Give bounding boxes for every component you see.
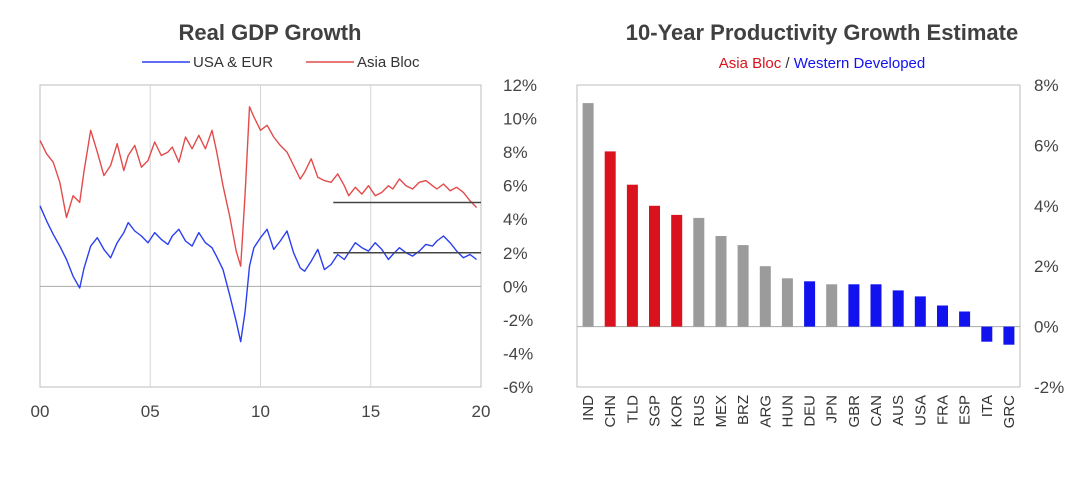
bar-chn <box>604 151 616 327</box>
category-label-kor: KOR <box>669 395 686 428</box>
gdp-y-tick-label: 8% <box>503 143 528 162</box>
gdp-y-tick-label: 0% <box>503 277 528 296</box>
productivity-plot-frame <box>576 84 1021 388</box>
gdp-x-tick-label: 10 <box>251 402 270 421</box>
category-label-ind: IND <box>580 395 597 421</box>
bar-sgp <box>649 205 660 327</box>
productivity-y-tick-label: -2% <box>1034 378 1064 397</box>
bar-jpn <box>826 284 838 327</box>
category-label-sgp: SGP <box>647 395 664 427</box>
productivity-y-tick-label: 0% <box>1034 318 1059 337</box>
gdp-y-tick-label: 2% <box>503 244 528 263</box>
gdp-gridlines <box>40 85 481 387</box>
category-label-mex: MEX <box>713 395 730 428</box>
legend-label-asia-bloc: Asia Bloc <box>357 54 420 71</box>
gdp-series-usa-eur <box>39 205 478 343</box>
gdp-x-tick-label: 20 <box>472 402 491 421</box>
category-label-gbr: GBR <box>846 395 863 428</box>
category-label-fra: FRA <box>935 395 952 425</box>
category-label-can: CAN <box>868 395 885 427</box>
category-label-brz: BRZ <box>735 395 752 425</box>
category-label-chn: CHN <box>602 395 619 428</box>
bar-mex <box>715 236 727 327</box>
gdp-legend: USA & EUR Asia Bloc <box>142 54 420 71</box>
subtitle-western-developed: Western Developed <box>794 55 925 72</box>
category-label-usa: USA <box>912 395 929 426</box>
category-label-aus: AUS <box>890 395 907 426</box>
category-label-ita: ITA <box>979 395 996 417</box>
gdp-growth-chart: Real GDP Growth USA & EUR Asia Bloc 12%1… <box>31 20 537 421</box>
bar-grc <box>1003 326 1015 345</box>
category-label-deu: DEU <box>802 395 819 427</box>
bar-arg <box>759 266 771 327</box>
gdp-y-tick-label: -2% <box>503 311 533 330</box>
subtitle-separator: / <box>781 55 794 72</box>
gdp-x-tick-label: 00 <box>31 402 50 421</box>
bar-esp <box>959 311 971 327</box>
category-label-tld: TLD <box>624 395 641 424</box>
gdp-y-tick-label: -6% <box>503 378 533 397</box>
productivity-y-tick-label: 4% <box>1034 197 1059 216</box>
productivity-y-tick-label: 8% <box>1034 76 1059 95</box>
gdp-y-tick-label: 4% <box>503 210 528 229</box>
productivity-category-labels: IND CHN TLD SGP KOR RUS MEX BRZ ARG HUN DEU JPN GBR C… <box>580 395 1018 429</box>
category-label-hun: HUN <box>779 395 796 428</box>
bar-rus <box>693 217 705 327</box>
productivity-chart: 10-Year Productivity Growth Estimate Asi… <box>576 20 1064 429</box>
gdp-y-tick-label: 12% <box>503 76 537 95</box>
gdp-series-asia-bloc <box>39 106 478 267</box>
bar-deu <box>804 281 816 327</box>
category-label-rus: RUS <box>691 395 708 427</box>
category-label-jpn: JPN <box>824 395 841 423</box>
bar-usa <box>914 296 926 327</box>
productivity-bars <box>582 103 1015 345</box>
bar-hun <box>781 278 793 327</box>
bar-can <box>870 284 882 327</box>
category-label-arg: ARG <box>757 395 774 428</box>
productivity-subtitle: Asia Bloc / Western Developed <box>719 55 926 72</box>
productivity-chart-title: 10-Year Productivity Growth Estimate <box>626 20 1018 45</box>
productivity-y-tick-label: 2% <box>1034 257 1059 276</box>
gdp-x-tick-label: 05 <box>141 402 160 421</box>
gdp-y-tick-label: 10% <box>503 110 537 129</box>
bar-brz <box>737 245 749 327</box>
gdp-x-tick-label: 15 <box>361 402 380 421</box>
productivity-y-axis-ticks: 8% 6% 4% 2% 0% -2% <box>1034 76 1064 397</box>
gdp-chart-title: Real GDP Growth <box>179 20 362 45</box>
bar-aus <box>892 290 904 327</box>
bar-ind <box>582 103 594 327</box>
bar-gbr <box>848 284 860 327</box>
subtitle-asia-bloc: Asia Bloc <box>719 55 782 72</box>
gdp-y-tick-label: -4% <box>503 344 533 363</box>
productivity-y-tick-label: 6% <box>1034 136 1059 155</box>
gdp-x-axis-ticks: 00 05 10 15 20 <box>31 402 491 421</box>
bar-tld <box>626 184 638 327</box>
gdp-y-tick-label: 6% <box>503 177 528 196</box>
bar-kor <box>671 214 683 327</box>
category-label-grc: GRC <box>1001 395 1018 429</box>
gdp-y-axis-ticks: 12% 10% 8% 6% 4% 2% 0% -2% -4% -6% <box>503 76 537 397</box>
gdp-series-lines <box>39 106 481 343</box>
bar-ita <box>981 326 993 342</box>
legend-label-usa-eur: USA & EUR <box>193 54 273 71</box>
bar-fra <box>937 305 948 327</box>
category-label-esp: ESP <box>957 395 974 425</box>
